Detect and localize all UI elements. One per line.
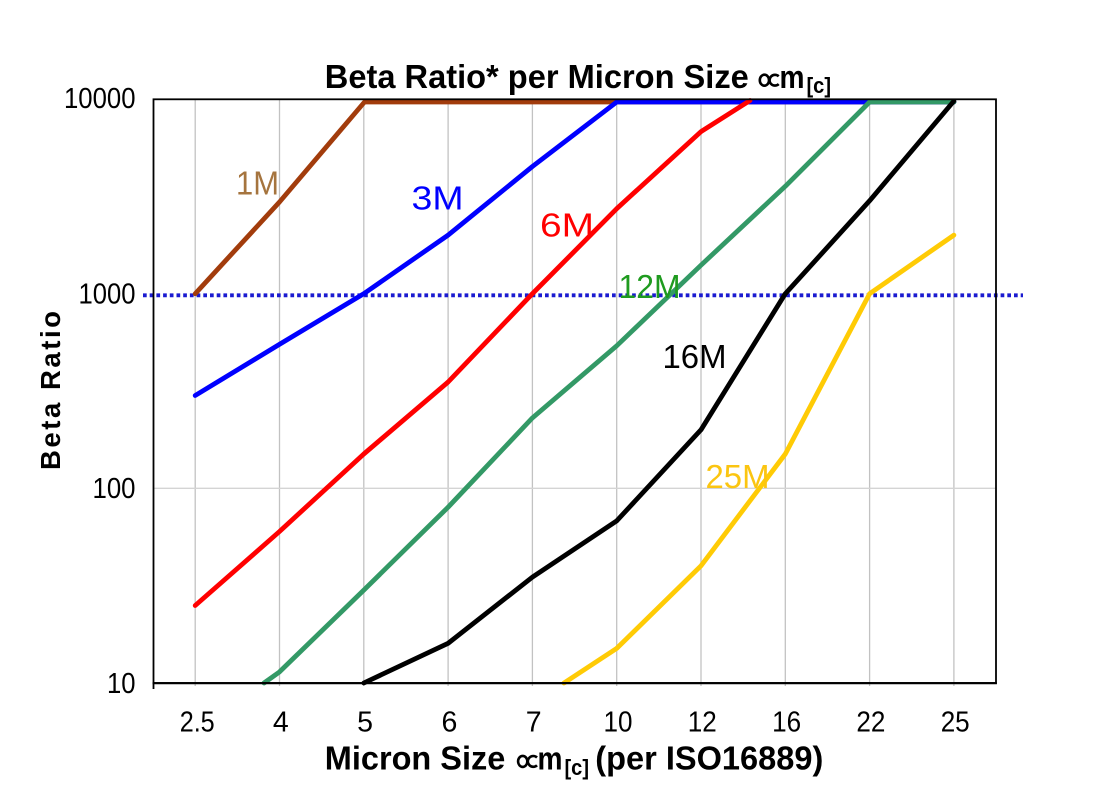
svg-text:(per ISO16889): (per ISO16889) [595, 741, 823, 778]
svg-text:m: m [780, 59, 805, 95]
svg-text:Beta Ratio* per Micron Size: Beta Ratio* per Micron Size [325, 59, 749, 96]
svg-text:10: 10 [604, 706, 633, 738]
svg-text:6: 6 [441, 706, 457, 738]
svg-text:16M: 16M [663, 338, 727, 375]
svg-text:22: 22 [856, 706, 885, 738]
svg-text:2.5: 2.5 [180, 706, 215, 738]
svg-text:16: 16 [772, 706, 801, 738]
svg-text:3M: 3M [412, 180, 464, 217]
svg-text:100: 100 [93, 473, 136, 505]
svg-text:[c]: [c] [565, 755, 590, 780]
svg-text:25: 25 [941, 706, 970, 738]
svg-text:[c]: [c] [807, 73, 832, 98]
svg-text:4: 4 [273, 706, 289, 738]
svg-text:Beta Ratio: Beta Ratio [35, 311, 66, 470]
svg-text:10: 10 [107, 668, 136, 700]
svg-text:10000: 10000 [64, 83, 136, 115]
svg-text:1M: 1M [236, 165, 279, 202]
svg-text:5: 5 [357, 706, 373, 738]
svg-text:12: 12 [688, 706, 717, 738]
svg-text:1000: 1000 [79, 279, 136, 311]
svg-text:m: m [538, 741, 563, 777]
svg-text:12M: 12M [619, 268, 681, 305]
svg-text:25M: 25M [706, 458, 770, 495]
svg-text:Micron Size: Micron Size [325, 741, 506, 778]
svg-text:6M: 6M [540, 207, 594, 244]
svg-text:7: 7 [526, 706, 542, 738]
